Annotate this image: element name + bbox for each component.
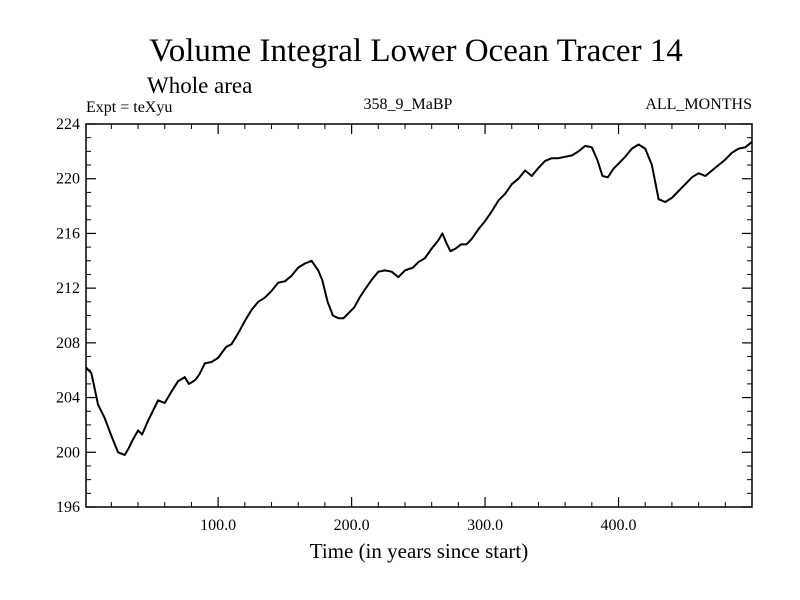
- x-tick-label: 400.0: [601, 517, 637, 534]
- y-tick-label: 220: [56, 171, 80, 188]
- x-tick-label: 100.0: [200, 517, 236, 534]
- plot-frame: [85, 123, 753, 508]
- x-axis-title: Time (in years since start): [310, 539, 529, 563]
- x-tick-label: 200.0: [334, 517, 370, 534]
- expt-label: Expt = teXyu: [86, 99, 172, 116]
- y-tick-label: 196: [56, 499, 80, 516]
- y-tick-label: 212: [56, 280, 80, 297]
- x-axis: 100.0 200.0 300.0 400.0: [110, 124, 726, 534]
- y-tick-label: 204: [56, 390, 80, 407]
- y-tick-label: 216: [56, 225, 80, 242]
- x-tick-label: 300.0: [467, 517, 503, 534]
- y-tick-label: 208: [56, 335, 80, 352]
- run-label: 358_9_MaBP: [364, 96, 453, 113]
- chart-subtitle: Whole area: [147, 73, 252, 98]
- series-line: [85, 141, 753, 456]
- y-axis: 196 200 204 208 212 216 220 224: [56, 116, 752, 516]
- chart-title: Volume Integral Lower Ocean Tracer 14: [149, 33, 683, 69]
- period-label: ALL_MONTHS: [645, 96, 752, 113]
- y-tick-label: 200: [56, 444, 80, 461]
- y-tick-label: 224: [56, 116, 80, 133]
